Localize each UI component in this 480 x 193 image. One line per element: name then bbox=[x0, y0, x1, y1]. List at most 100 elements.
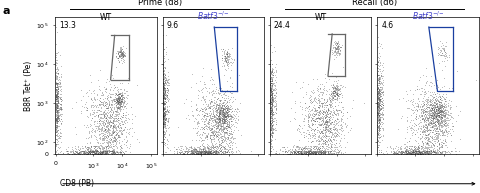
Point bbox=[314, 112, 322, 115]
Point bbox=[412, 146, 420, 149]
Point bbox=[112, 109, 120, 112]
Point bbox=[424, 110, 432, 113]
Point bbox=[429, 101, 436, 104]
Point bbox=[321, 149, 329, 152]
Point bbox=[120, 151, 127, 154]
Point bbox=[418, 111, 426, 114]
Point bbox=[119, 112, 126, 115]
Point bbox=[124, 146, 132, 149]
Point bbox=[94, 150, 102, 153]
Point bbox=[379, 117, 386, 120]
Point bbox=[222, 125, 230, 128]
Point bbox=[214, 124, 221, 127]
Point bbox=[416, 151, 424, 154]
Point bbox=[437, 51, 444, 54]
Point bbox=[222, 136, 229, 140]
Point bbox=[224, 138, 231, 141]
Point bbox=[434, 147, 442, 151]
Point bbox=[420, 120, 427, 124]
Point bbox=[184, 148, 192, 151]
Point bbox=[161, 45, 169, 48]
Point bbox=[225, 115, 233, 118]
Point bbox=[223, 123, 230, 126]
Point bbox=[159, 136, 167, 139]
Point bbox=[202, 133, 210, 136]
Point bbox=[228, 116, 235, 119]
Point bbox=[215, 103, 222, 107]
Point bbox=[318, 113, 326, 116]
Point bbox=[374, 56, 382, 59]
Point bbox=[436, 104, 444, 107]
Point bbox=[331, 88, 339, 91]
Point bbox=[101, 107, 109, 110]
Point bbox=[98, 150, 106, 153]
Point bbox=[206, 149, 214, 152]
Point bbox=[310, 114, 318, 117]
Point bbox=[206, 114, 214, 117]
Point bbox=[213, 103, 220, 106]
Point bbox=[423, 136, 431, 139]
Point bbox=[432, 95, 439, 98]
Point bbox=[411, 149, 419, 152]
Point bbox=[434, 104, 442, 107]
Point bbox=[430, 106, 438, 109]
Point bbox=[114, 99, 122, 102]
Point bbox=[208, 127, 216, 130]
Point bbox=[423, 96, 431, 99]
Point bbox=[375, 119, 383, 122]
Point bbox=[223, 104, 231, 107]
Point bbox=[422, 150, 430, 153]
Point bbox=[101, 145, 109, 148]
Point bbox=[207, 128, 215, 131]
Point bbox=[173, 148, 180, 151]
Point bbox=[99, 150, 107, 153]
Point bbox=[267, 81, 275, 84]
Point bbox=[161, 107, 168, 110]
Point bbox=[427, 122, 434, 125]
Point bbox=[53, 108, 60, 111]
Point bbox=[217, 144, 225, 147]
Point bbox=[221, 67, 228, 70]
Point bbox=[336, 45, 344, 48]
Point bbox=[219, 111, 227, 114]
Point bbox=[296, 125, 304, 128]
Point bbox=[97, 128, 105, 131]
Point bbox=[438, 105, 445, 108]
Point bbox=[205, 137, 213, 140]
Point bbox=[122, 111, 130, 114]
Point bbox=[440, 103, 448, 106]
Point bbox=[378, 91, 385, 94]
Point bbox=[102, 152, 109, 155]
Point bbox=[267, 102, 275, 105]
Point bbox=[415, 132, 423, 135]
Point bbox=[303, 120, 311, 124]
Point bbox=[393, 145, 401, 148]
Point bbox=[54, 68, 61, 71]
Point bbox=[407, 118, 414, 121]
Point bbox=[120, 99, 128, 102]
Point bbox=[420, 117, 428, 120]
Point bbox=[312, 109, 320, 112]
Point bbox=[224, 107, 232, 110]
Point bbox=[440, 50, 448, 53]
Point bbox=[414, 147, 421, 150]
Point bbox=[118, 93, 125, 96]
Point bbox=[275, 152, 282, 155]
Point bbox=[295, 104, 303, 107]
Point bbox=[440, 113, 448, 116]
Point bbox=[424, 123, 432, 126]
Point bbox=[161, 93, 168, 96]
Point bbox=[86, 142, 94, 145]
Point bbox=[436, 112, 444, 115]
Point bbox=[52, 77, 60, 80]
Point bbox=[215, 136, 223, 139]
Point bbox=[401, 151, 409, 154]
Point bbox=[53, 76, 60, 79]
Point bbox=[432, 136, 440, 140]
Point bbox=[105, 121, 113, 124]
Point bbox=[435, 105, 443, 108]
Point bbox=[432, 113, 439, 116]
Point bbox=[120, 58, 127, 61]
Point bbox=[110, 130, 118, 133]
Point bbox=[435, 111, 443, 114]
